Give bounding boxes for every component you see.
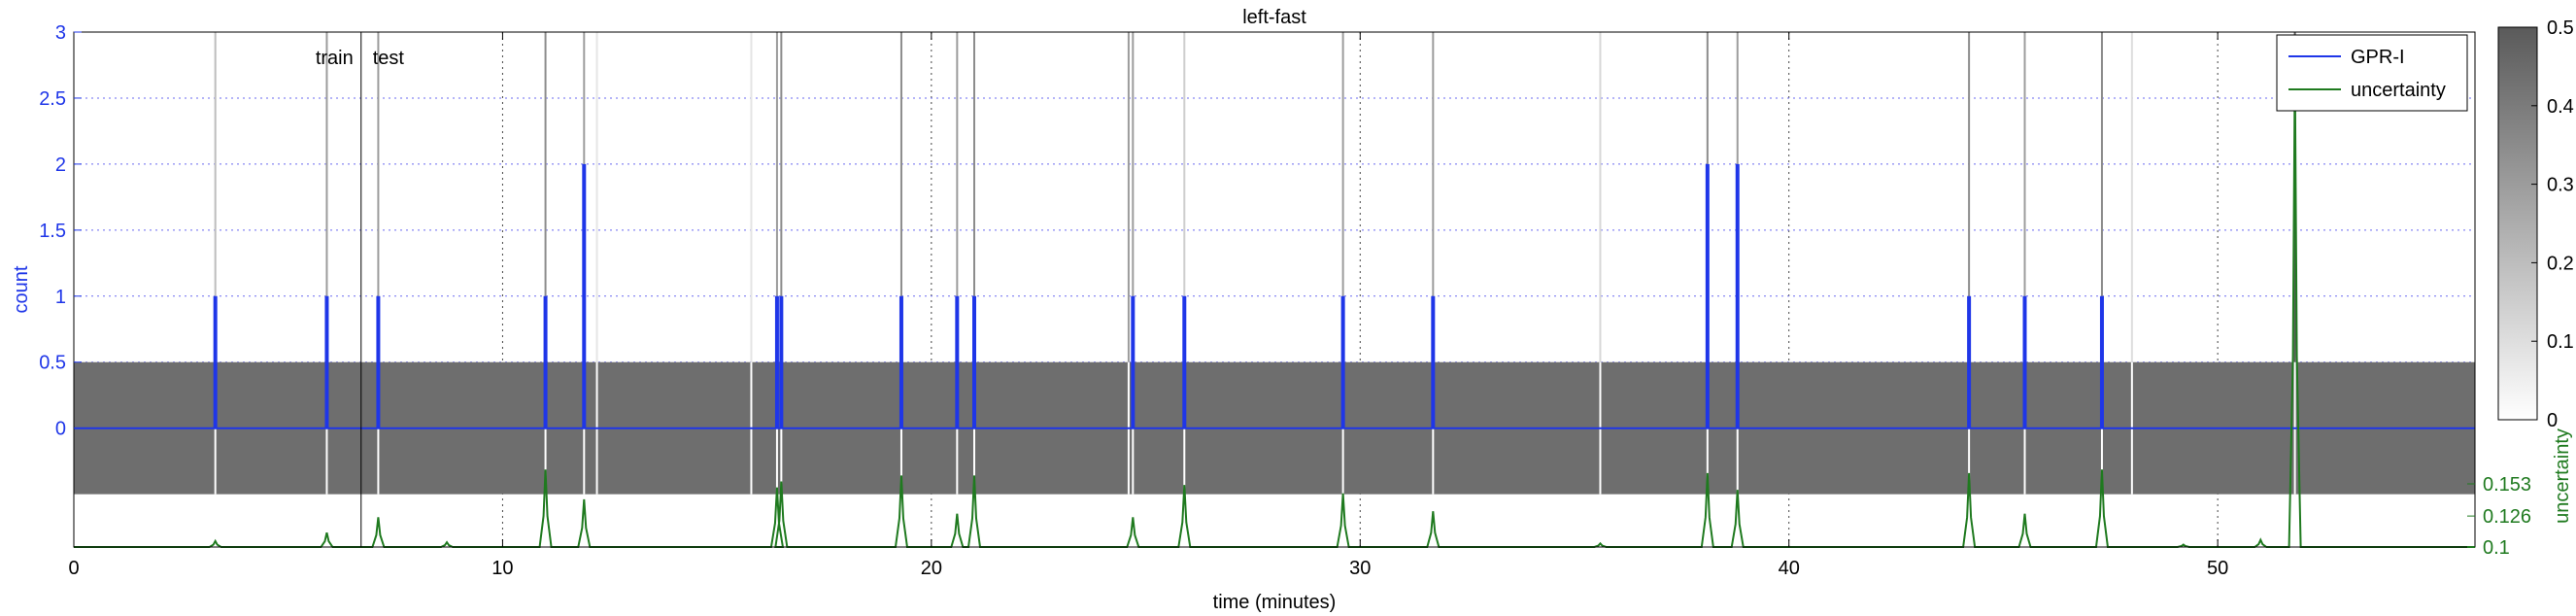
colorbar-tick-label: 0 xyxy=(2547,410,2558,431)
colorbar-tick-label: 0.3 xyxy=(2547,175,2574,196)
legend-label-gpr-i: GPR-I xyxy=(2351,47,2405,68)
colorbar-ticks: 0 0.1 0.2 0.3 0.4 0.5 xyxy=(2531,17,2574,431)
x-tick-label: 10 xyxy=(491,558,513,579)
y-tick-label: 0.5 xyxy=(39,353,66,374)
colorbar-gradient xyxy=(2497,26,2538,421)
x-tick-label: 20 xyxy=(921,558,942,579)
plot-frame xyxy=(73,31,2476,548)
y2-axis: 0.1 0.126 0.153 xyxy=(2467,474,2531,559)
y-tick-label: 1.5 xyxy=(39,221,66,242)
y-tick-label: 2.5 xyxy=(39,88,66,110)
chart-title: left-fast xyxy=(1242,7,1306,28)
y-tick-label: 1 xyxy=(55,287,66,308)
y2-tick-label: 0.1 xyxy=(2483,537,2510,559)
y-tick-label: 0 xyxy=(55,419,66,440)
legend-box xyxy=(2276,34,2468,112)
y-axis: 0 0.5 1 1.5 2 2.5 3 xyxy=(39,22,82,440)
y-axis-label: count xyxy=(11,265,32,313)
test-label: test xyxy=(373,48,405,69)
train-label: train xyxy=(316,48,354,69)
gpr-events xyxy=(213,163,2104,428)
y2-tick-label: 0.126 xyxy=(2483,506,2531,528)
x-tick-label: 40 xyxy=(1779,558,1800,579)
y2-tick-label: 0.153 xyxy=(2483,474,2531,496)
x-tick-label: 0 xyxy=(68,558,79,579)
colorbar-tick-label: 0.2 xyxy=(2547,253,2574,274)
x-tick-label: 50 xyxy=(2207,558,2228,579)
colorbar-tick-label: 0.5 xyxy=(2547,17,2574,39)
train-test-split: train test xyxy=(316,32,405,547)
colorbar-tick-label: 0.1 xyxy=(2547,331,2574,353)
x-tick-label: 30 xyxy=(1349,558,1371,579)
x-axis: 0 10 20 30 40 50 xyxy=(68,32,2228,579)
colorbar-tick-label: 0.4 xyxy=(2547,96,2574,118)
legend-label-uncertainty: uncertainty xyxy=(2351,80,2446,101)
colorbar: 0 0.1 0.2 0.3 0.4 0.5 xyxy=(2497,17,2574,431)
legend: GPR-I uncertainty xyxy=(2276,34,2468,112)
x-axis-label: time (minutes) xyxy=(1213,592,1337,613)
y2-axis-label: uncertainty xyxy=(2552,428,2573,524)
y-tick-label: 3 xyxy=(55,22,66,44)
y-tick-label: 2 xyxy=(55,154,66,176)
